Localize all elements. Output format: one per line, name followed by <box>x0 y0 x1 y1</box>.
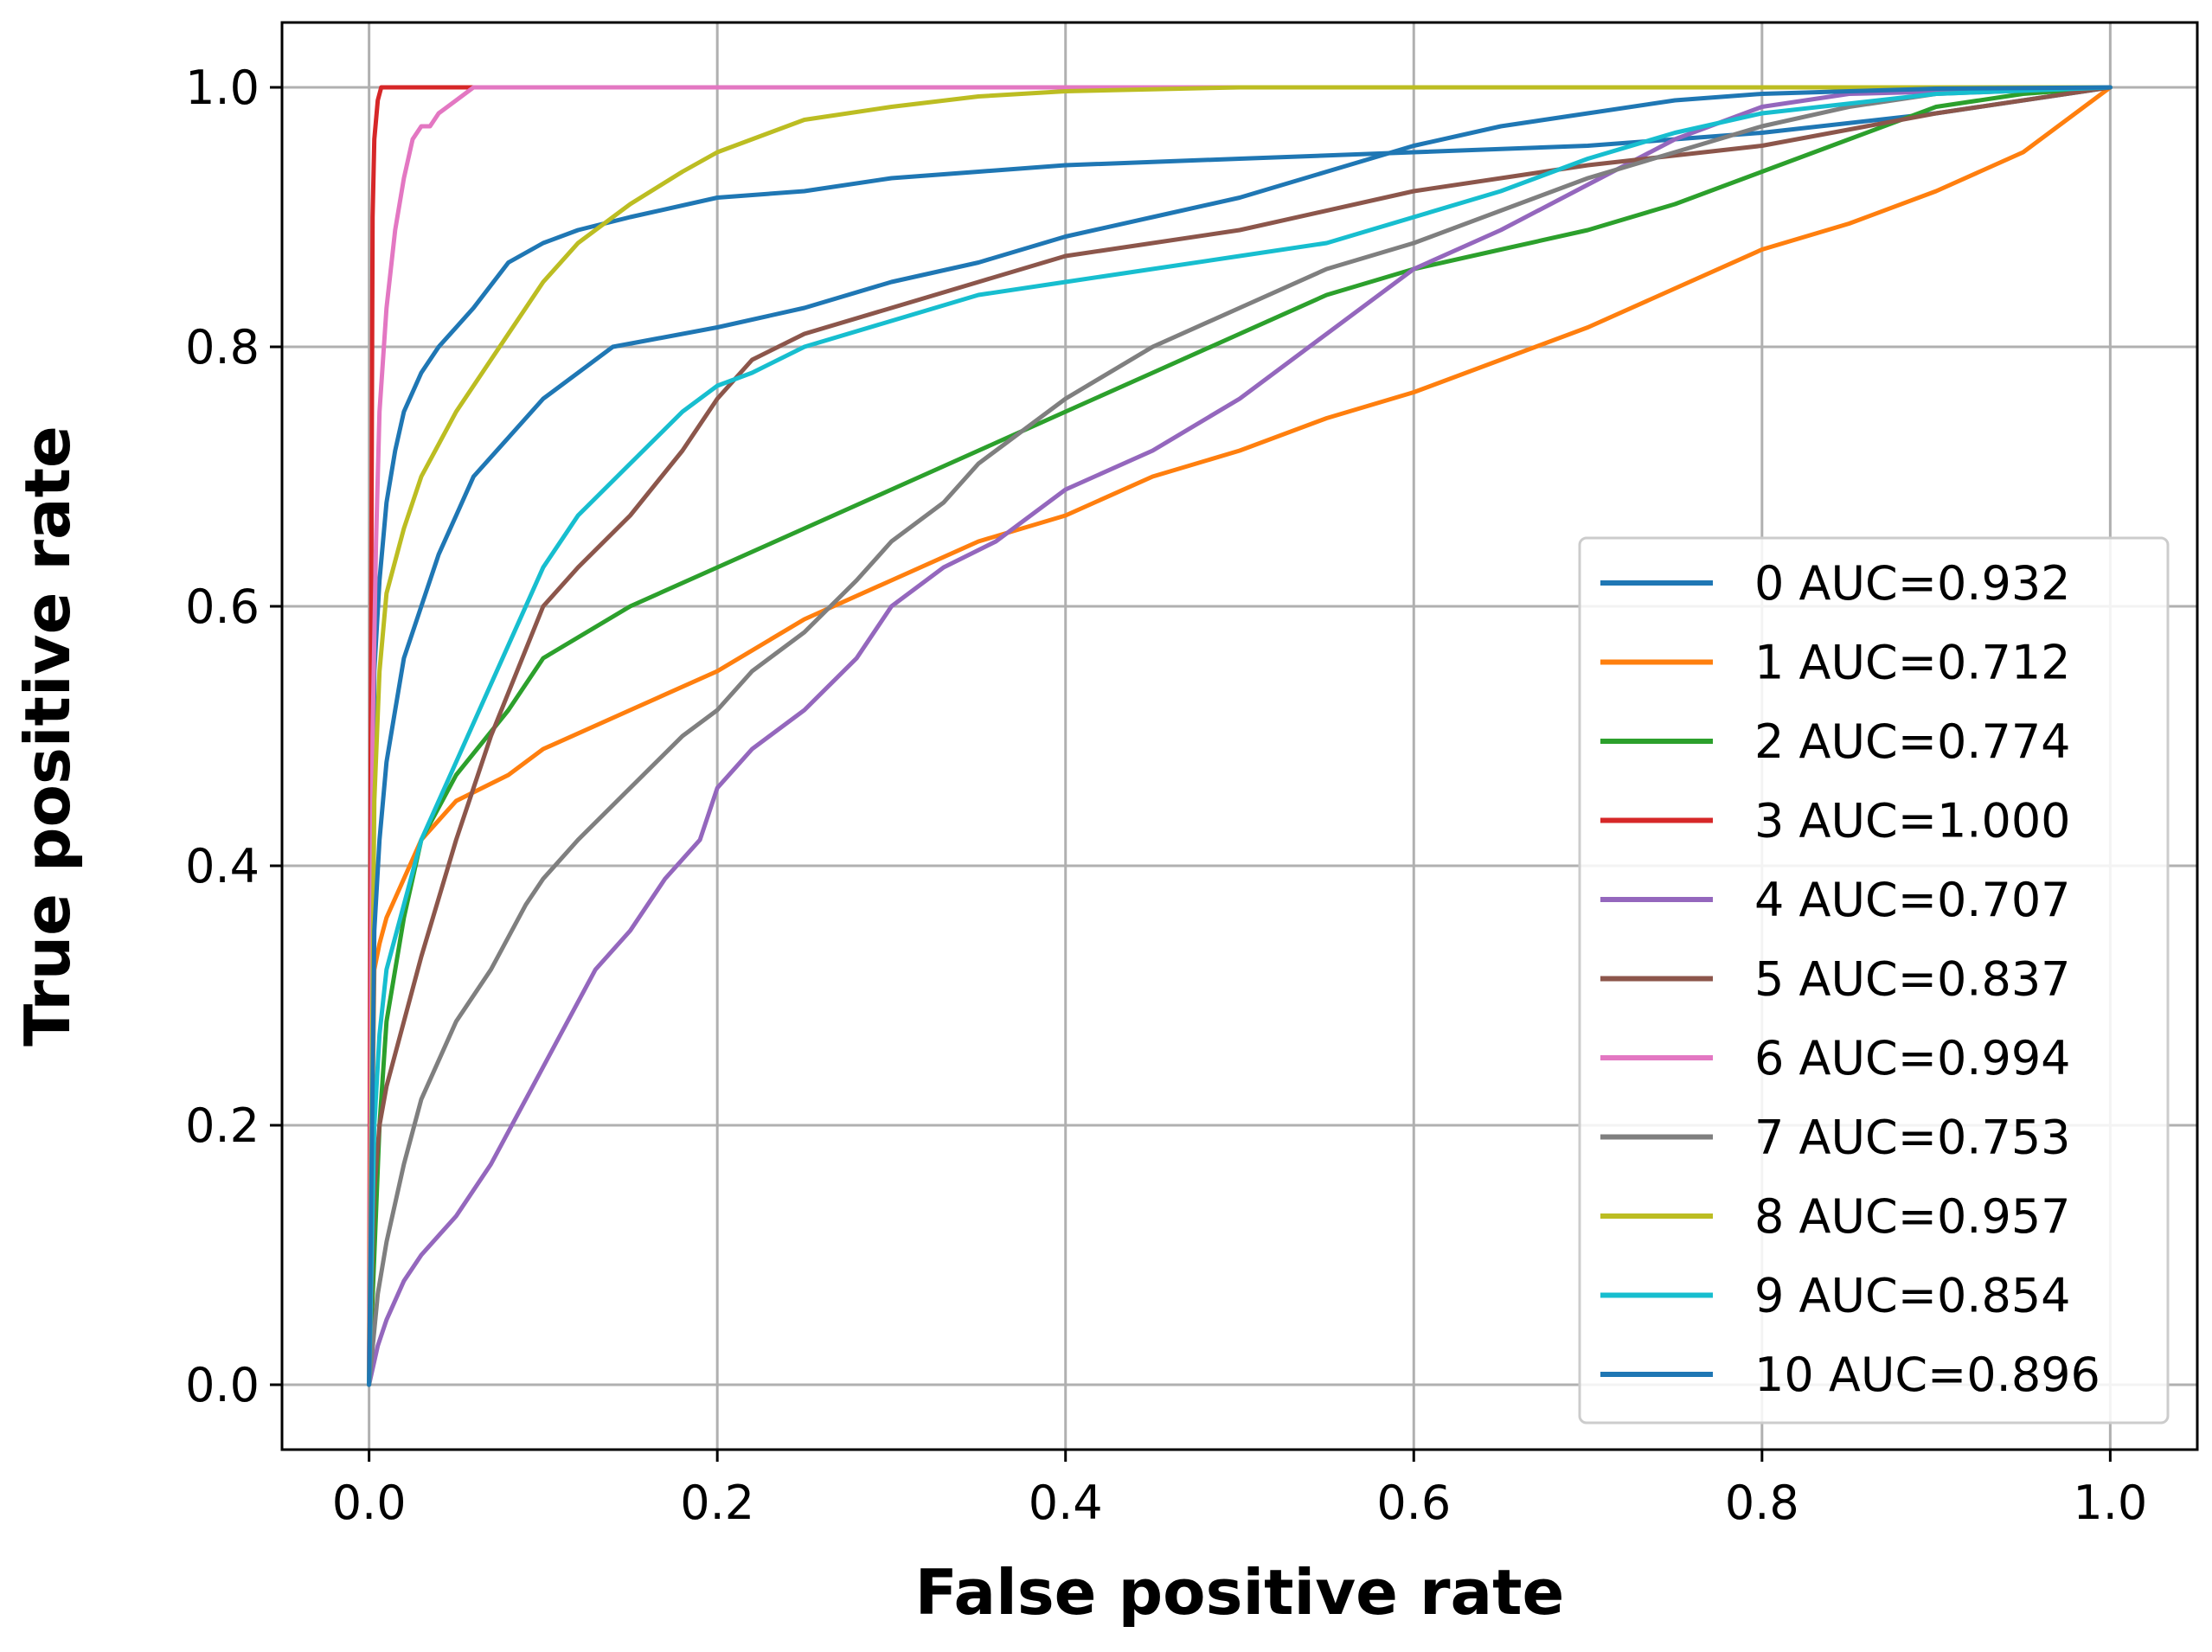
legend-label: 3 AUC=1.000 <box>1754 794 2071 848</box>
legend-label: 2 AUC=0.774 <box>1754 714 2071 769</box>
legend-label: 0 AUC=0.932 <box>1754 556 2071 611</box>
axis-ticks: 0.0 0.2 0.4 0.6 0.8 1.0 0.0 0.2 0.4 0.6 0.8 1.0 <box>185 61 2147 1530</box>
series-line-6 <box>367 85 2113 1387</box>
x-axis-title: False positive rate <box>915 1556 1565 1629</box>
series-line-5 <box>367 85 2113 1387</box>
series-line-4 <box>367 85 2113 1387</box>
y-tick-label: 0.8 <box>185 320 260 375</box>
y-tick-label: 0.2 <box>185 1098 260 1153</box>
y-tick-label: 1.0 <box>185 61 260 115</box>
series-line-2 <box>367 85 2113 1387</box>
legend-label: 5 AUC=0.837 <box>1754 952 2071 1007</box>
series-line-1 <box>367 85 2113 1387</box>
y-tick-label: 0.0 <box>185 1358 260 1412</box>
x-tick-label: 0.0 <box>332 1476 407 1530</box>
legend-box <box>1578 536 2170 1425</box>
y-axis-title: True positive rate <box>11 426 84 1047</box>
series-line-10 <box>367 85 2113 1387</box>
y-tick-label: 0.6 <box>185 579 260 634</box>
x-tick-label: 0.8 <box>1725 1476 1799 1530</box>
series-lines <box>367 85 2113 1387</box>
series-line-8 <box>367 85 2113 1387</box>
x-tick-label: 0.4 <box>1029 1476 1103 1530</box>
series-line-9 <box>367 85 2113 1387</box>
y-tick-label: 0.4 <box>185 839 260 893</box>
series-line-7 <box>367 85 2113 1387</box>
legend: 0 AUC=0.932 1 AUC=0.712 2 AUC=0.774 3 AUC=1… <box>1578 536 2170 1425</box>
legend-label: 8 AUC=0.957 <box>1754 1189 2071 1244</box>
legend-label: 7 AUC=0.753 <box>1754 1111 2071 1165</box>
x-tick-label: 0.2 <box>680 1476 754 1530</box>
x-tick-label: 0.6 <box>1376 1476 1451 1530</box>
legend-label: 6 AUC=0.994 <box>1754 1031 2071 1085</box>
plot-frame <box>280 21 2199 1451</box>
series-line-0 <box>367 85 2113 1387</box>
legend-label: 1 AUC=0.712 <box>1754 636 2071 690</box>
legend-label: 10 AUC=0.896 <box>1754 1348 2100 1402</box>
x-tick-label: 1.0 <box>2073 1476 2147 1530</box>
legend-label: 9 AUC=0.854 <box>1754 1269 2071 1323</box>
legend-label: 4 AUC=0.707 <box>1754 873 2071 927</box>
